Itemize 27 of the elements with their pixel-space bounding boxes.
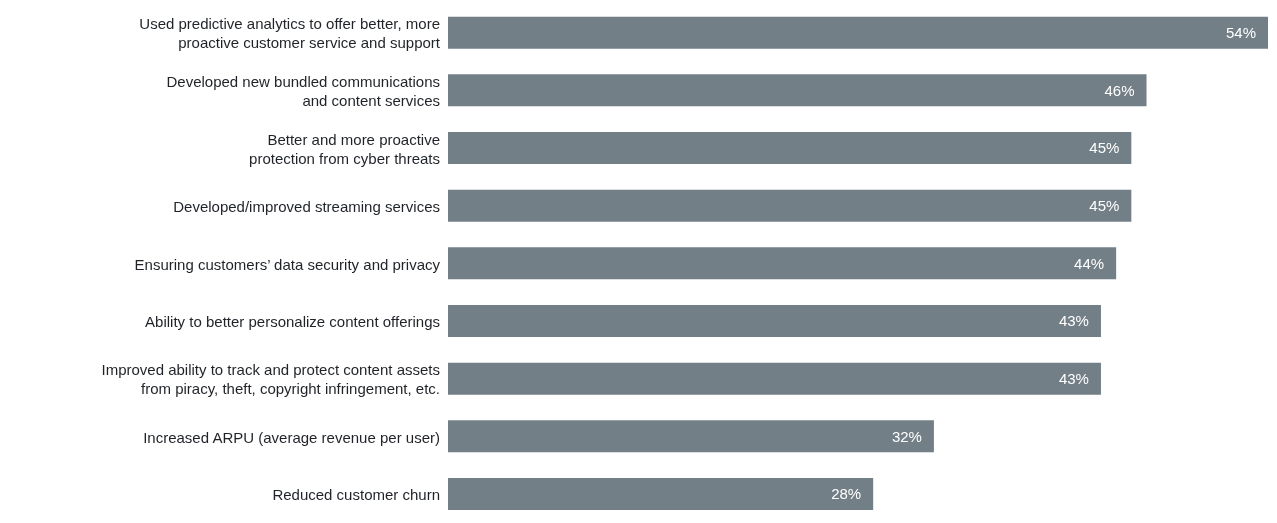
y-tick-label: Ensuring customers’ data security and privacy [134, 255, 441, 272]
bar [448, 305, 1101, 338]
data-label: 44% [1074, 254, 1105, 272]
data-label: 45% [1089, 139, 1120, 157]
y-tick-label: Developed/improved streaming services [173, 197, 440, 215]
y-tick-label: Ability to better personalize content offerings [145, 312, 440, 330]
y-tick-label: Increased ARPU (average revenue per user) [143, 428, 440, 445]
y-tick-label: Developed new bundled communications and content services [166, 72, 440, 109]
bar [448, 74, 1147, 107]
bar [448, 16, 1268, 49]
bar [448, 420, 934, 453]
y-tick-label: Improved ability to track and protect content assets from piracy, theft, copyright infringement, etc. [101, 360, 440, 397]
y-tick-label: Better and more proactive protection from cyber threats [249, 130, 440, 167]
y-tick-label: Used predictive analytics to offer better, more proactive customer service and support [139, 14, 441, 51]
data-label: 32% [891, 427, 922, 445]
data-label: 54% [1225, 24, 1256, 42]
bar [448, 362, 1101, 395]
data-label: 43% [1058, 370, 1089, 388]
bar [448, 132, 1132, 165]
y-tick-label: Reduced customer churn [272, 485, 440, 503]
bar [448, 189, 1132, 222]
data-label: 28% [831, 485, 862, 503]
bar [448, 247, 1117, 280]
data-label: 45% [1089, 197, 1120, 215]
bar [448, 478, 874, 511]
data-label: 46% [1104, 81, 1135, 99]
data-label: 43% [1058, 312, 1089, 330]
